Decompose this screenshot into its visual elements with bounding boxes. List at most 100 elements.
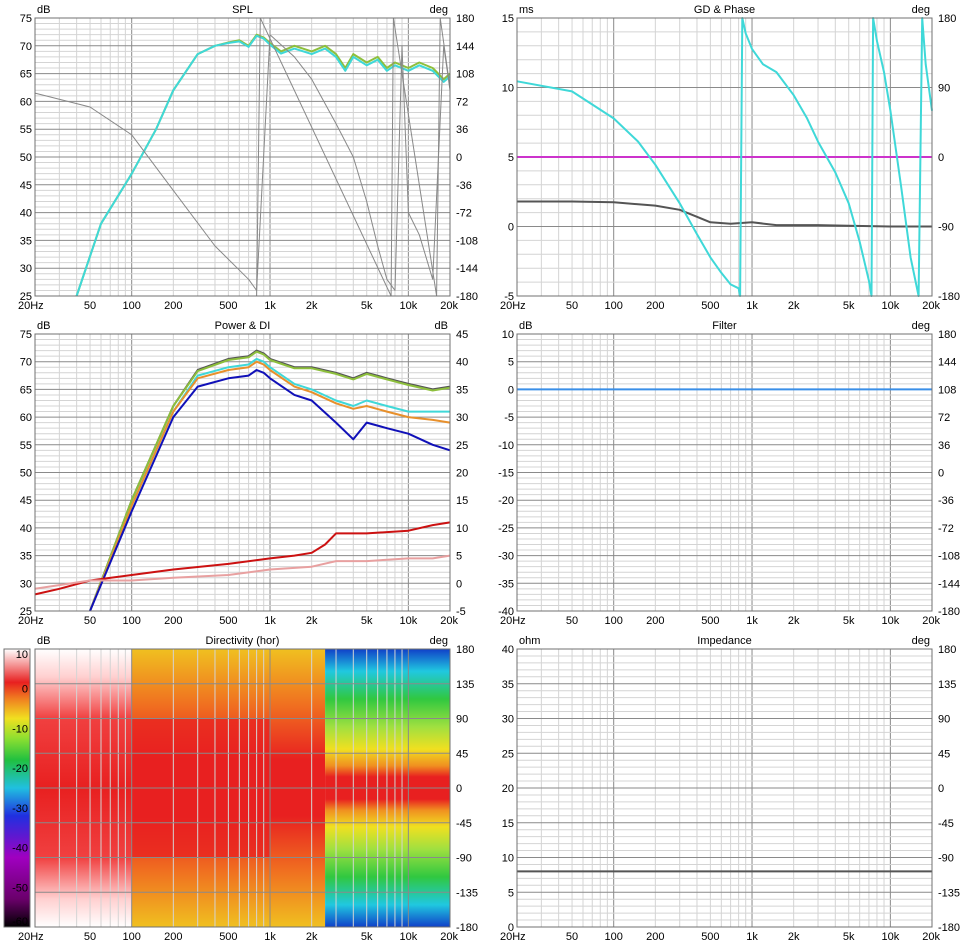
directivity-xtick: 100: [123, 931, 141, 943]
spl-y2tick: -36: [456, 180, 472, 192]
filter-ytick: -15: [498, 468, 514, 480]
power_di-y2tick: 20: [456, 468, 468, 480]
power_di-series-6-line: [34, 554, 451, 590]
impedance-xtick: 1k: [746, 931, 758, 943]
filter-y2tick: 72: [938, 412, 950, 424]
filter-ytick: 5: [508, 357, 514, 369]
spl-y2tick: 0: [456, 152, 462, 164]
filter-y2tick: -144: [938, 578, 960, 590]
spl-ytick: 65: [20, 69, 32, 81]
power_di-series-4-line: [89, 369, 451, 612]
power_di-ytick: 60: [20, 412, 32, 424]
impedance-ytick: 0: [508, 922, 514, 934]
spl-xtick: 100: [123, 300, 141, 312]
power_di-title: Power & DI: [215, 320, 271, 332]
filter-y2tick: 0: [938, 468, 944, 480]
gd_phase-xtick: 100: [605, 300, 623, 312]
power_di-series-5-line: [34, 521, 451, 596]
spl-y2tick: 108: [456, 69, 474, 81]
impedance-frame: [516, 648, 933, 928]
spl-ytick: 30: [20, 263, 32, 275]
gd_phase-xtick: 10k: [881, 300, 899, 312]
gd_phase-ytick: -5: [504, 291, 514, 303]
spl-y2tick: -180: [456, 291, 478, 303]
gd_phase-xtick: 1k: [746, 300, 758, 312]
spl-ytick: 70: [20, 41, 32, 53]
filter-title: Filter: [712, 320, 737, 332]
spl-ytick: 50: [20, 152, 32, 164]
filter-ytick: -25: [498, 523, 514, 535]
gd_phase-frame: [516, 17, 933, 297]
power_di-series-1-line: [89, 350, 451, 612]
power_di-y2tick: 35: [456, 384, 468, 396]
impedance-y2tick: -90: [938, 853, 954, 865]
directivity-y2tick: 135: [456, 679, 474, 691]
power_di-series-2-line: [89, 357, 450, 612]
power_di-y2-unit: dB: [435, 320, 448, 332]
gd_phase-xtick: 500: [701, 300, 719, 312]
impedance-y2tick: 90: [938, 714, 950, 726]
filter-xtick: 50: [566, 615, 578, 627]
spl-xtick: 200: [164, 300, 182, 312]
power_di-ytick: 40: [20, 523, 32, 535]
filter-ytick: -30: [498, 551, 514, 563]
filter-ytick: -5: [504, 412, 514, 424]
impedance-xtick: 200: [646, 931, 664, 943]
directivity-y2tick: -180: [456, 922, 478, 934]
filter-ytick: -35: [498, 578, 514, 590]
power_di-ytick: 35: [20, 551, 32, 563]
gd_phase-ytick: 0: [508, 222, 514, 234]
power_di-y2tick: -5: [456, 606, 466, 618]
power_di-y2tick: 5: [456, 551, 462, 563]
gd_phase-y2tick: -180: [938, 291, 960, 303]
power_di-y-unit: dB: [37, 320, 50, 332]
impedance-xtick: 20Hz: [500, 931, 526, 943]
gd_phase-y2tick: 90: [938, 83, 950, 95]
power_di-ytick: 25: [20, 606, 32, 618]
colorbar-tick: -40: [12, 843, 28, 855]
spl-ytick: 35: [20, 235, 32, 247]
spl-ytick: 60: [20, 96, 32, 108]
spl-ytick: 45: [20, 180, 32, 192]
spl-y2tick: 36: [456, 124, 468, 136]
impedance-ytick: 25: [502, 748, 514, 760]
colorbar-tick: -10: [12, 723, 28, 735]
directivity-y-unit: dB: [37, 635, 50, 647]
filter-xtick: 200: [646, 615, 664, 627]
impedance-y2-unit: deg: [912, 635, 930, 647]
power_di-y2tick: 0: [456, 578, 462, 590]
impedance-y2tick: -135: [938, 887, 960, 899]
impedance-y-unit: ohm: [519, 635, 540, 647]
power_di-xtick: 2k: [306, 615, 318, 627]
colorbar-tick: -50: [12, 882, 28, 894]
filter-xtick: 5k: [843, 615, 855, 627]
directivity-xtick: 1k: [264, 931, 276, 943]
impedance-xtick: 20k: [922, 931, 940, 943]
filter-y2tick: -108: [938, 551, 960, 563]
impedance-xtick: 500: [701, 931, 719, 943]
power_di-series-3-line: [89, 360, 451, 612]
gd_phase-title: GD & Phase: [694, 4, 755, 16]
power_di-y2tick: 30: [456, 412, 468, 424]
power_di-y2tick: 10: [456, 523, 468, 535]
gd_phase-y2tick: 180: [938, 13, 956, 25]
spl-xtick: 20Hz: [18, 300, 44, 312]
power_di-ytick-top: 75: [20, 329, 32, 341]
filter-y2tick: -36: [938, 495, 954, 507]
colorbar-tick: 0: [22, 684, 28, 696]
filter-ytick: -10: [498, 440, 514, 452]
power_di-xtick: 5k: [361, 615, 373, 627]
spl-y2tick: 180: [456, 13, 474, 25]
directivity-y2tick: 0: [456, 783, 462, 795]
spl-series-1-line: [75, 34, 451, 297]
colorbar-tick: -20: [12, 763, 28, 775]
directivity-y2-unit: deg: [430, 635, 448, 647]
power_di-ytick: 70: [20, 357, 32, 369]
directivity-title: Directivity (hor): [206, 635, 280, 647]
impedance-ytick: 30: [502, 714, 514, 726]
gd_phase-xtick: 20k: [922, 300, 940, 312]
power_di-y2tick: 15: [456, 495, 468, 507]
spl-title: SPL: [232, 4, 253, 16]
directivity-y2tick: -45: [456, 818, 472, 830]
directivity-xtick: 50: [84, 931, 96, 943]
